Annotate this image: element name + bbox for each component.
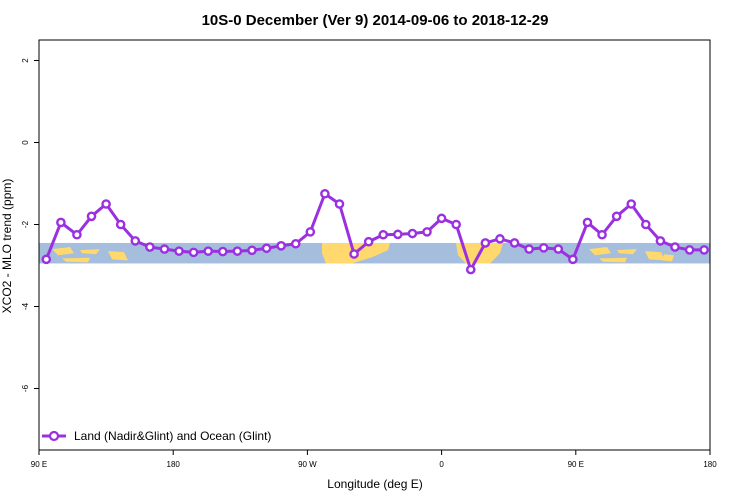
legend-label: Land (Nadir&Glint) and Ocean (Glint) (74, 429, 271, 443)
series-line (44, 192, 705, 272)
data-point (582, 217, 593, 228)
land-indonesia-east-c (645, 251, 665, 261)
data-point (509, 238, 520, 248)
data-point (261, 243, 272, 254)
land-pacific-islands (662, 254, 674, 262)
data-point (115, 219, 126, 230)
data-point (611, 211, 622, 222)
data-point (553, 244, 564, 254)
data-point (378, 229, 389, 240)
data-point (56, 217, 66, 228)
data-point (597, 229, 607, 240)
x-axis-ticks: 90 E 180 90 W 0 90 E 180 (31, 450, 717, 469)
data-point (86, 211, 97, 222)
x-tick-label: 90 E (31, 460, 47, 469)
data-point (217, 246, 228, 257)
x-tick-label: 180 (167, 460, 181, 469)
data-point (538, 243, 549, 253)
land-indonesia-east-b (617, 249, 637, 255)
data-point (422, 227, 432, 237)
x-axis-label: Longitude (deg E) (327, 477, 422, 491)
data-point (626, 199, 637, 209)
data-point (407, 228, 418, 239)
data-point (684, 245, 695, 255)
data-point (72, 229, 82, 240)
plot-area (41, 188, 709, 275)
data-point (159, 244, 170, 254)
data-point (480, 238, 491, 248)
x-tick-label: 90 W (298, 460, 317, 469)
data-point (568, 254, 578, 265)
data-point (290, 238, 301, 249)
data-point (101, 199, 111, 209)
data-point (641, 219, 651, 230)
y-tick-label: -2 (21, 220, 30, 228)
y-tick-label: -4 (21, 302, 30, 310)
data-point (670, 242, 680, 252)
data-point (174, 246, 184, 256)
land-indonesia-west-a (52, 247, 74, 256)
legend: Land (Nadir&Glint) and Ocean (Glint) (42, 429, 271, 443)
land-indonesia-east-d (599, 257, 627, 263)
x-tick-label: 180 (703, 460, 717, 469)
data-point (524, 244, 534, 254)
map-band (39, 242, 710, 264)
data-point (247, 245, 257, 256)
y-axis-ticks: 2 0 -2 -4 -6 (21, 58, 39, 392)
data-point (145, 242, 155, 252)
data-point (363, 236, 374, 247)
data-point (276, 241, 286, 251)
data-point (495, 234, 505, 244)
plot-frame (38, 39, 711, 451)
y-tick-label: 0 (21, 140, 30, 145)
data-point (334, 199, 345, 209)
data-point (305, 227, 316, 237)
x-tick-label: 90 E (568, 460, 584, 469)
data-point (349, 249, 359, 259)
land-indonesia-west-d (62, 257, 90, 263)
data-point (465, 264, 476, 275)
data-point (203, 246, 214, 256)
data-point (232, 246, 243, 256)
land-indonesia-west-b (80, 249, 100, 255)
chart-title: 10S-0 December (Ver 9) 2014-09-06 to 201… (202, 12, 549, 29)
data-point (393, 229, 403, 240)
data-point (436, 213, 447, 224)
y-tick-label: -6 (21, 384, 30, 392)
data-point (188, 247, 199, 258)
land-indonesia-east-a (589, 247, 611, 256)
land-indonesia-west-c (108, 251, 128, 261)
data-point (451, 219, 461, 230)
data-point (320, 188, 330, 199)
data-point (699, 245, 709, 255)
x-tick-label: 0 (439, 460, 444, 469)
y-tick-label: 2 (21, 58, 30, 63)
y-axis-label: XCO2 - MLO trend (ppm) (0, 179, 14, 314)
data-point (655, 236, 666, 246)
legend-marker-swatch (48, 430, 60, 442)
data-point (41, 254, 52, 265)
data-point (130, 236, 141, 246)
